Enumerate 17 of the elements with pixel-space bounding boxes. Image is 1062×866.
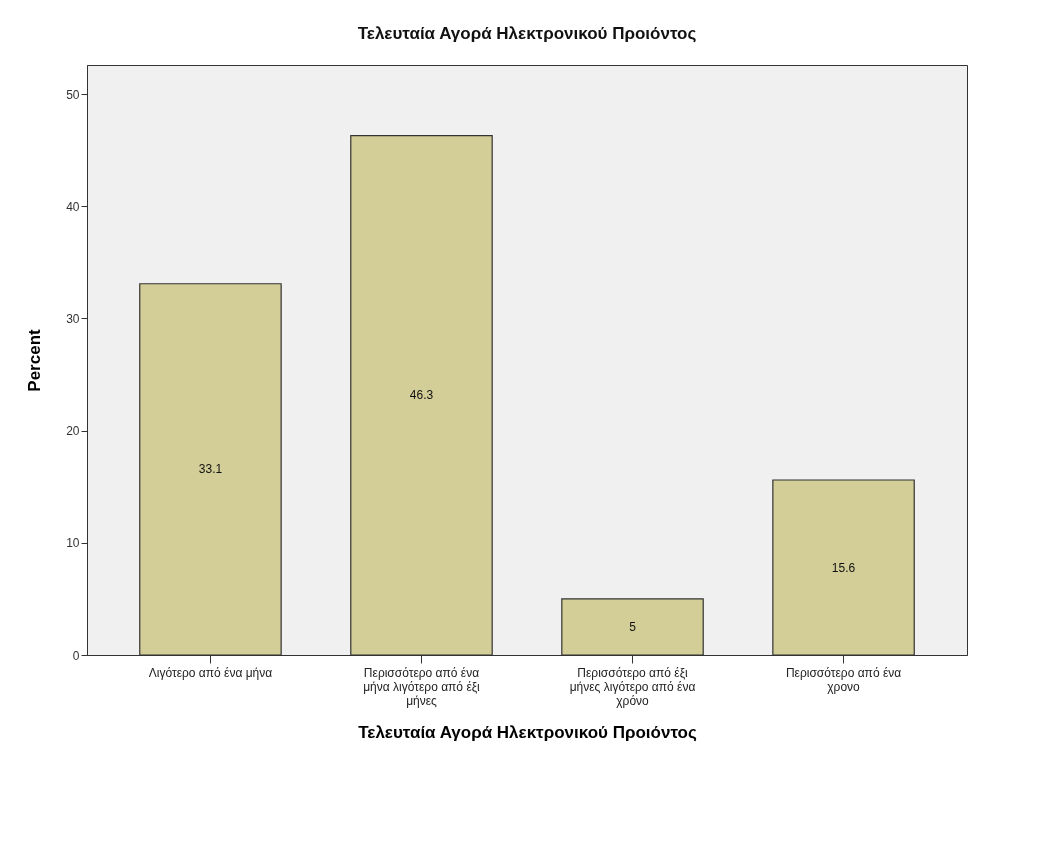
y-tick-label: 30: [66, 312, 80, 326]
data-label: 5: [629, 619, 637, 634]
y-tick-label: 40: [66, 199, 80, 214]
x-tick-label: Περισσότερο από ένα μήνα λιγότερο από έξι μήνες: [363, 665, 481, 708]
x-tick-label: Περισσότερο από έξι μήνες λιγότερο από ένα χρόνο: [569, 665, 696, 708]
x-tick-label: Περισσότερο από ένα χρονο: [785, 665, 902, 694]
y-tick-label: 10: [66, 536, 80, 551]
data-label: 15.6: [831, 560, 856, 575]
data-label: 46.3: [409, 388, 434, 403]
y-tick-label: 0: [72, 648, 80, 663]
y-axis-title: Percent: [25, 328, 45, 392]
y-tick-label: 50: [66, 87, 80, 102]
y-tick-label: 20: [66, 424, 80, 439]
chart-title: Τελευταία Αγορά Ηλεκτρονικού Προιόντος: [357, 24, 697, 43]
data-label: 33.1: [198, 462, 223, 477]
x-tick-label: Λιγότερο από ένα μήνα: [148, 665, 273, 680]
x-axis-title: Τελευταία Αγορά Ηλεκτρονικού Προιόντος: [358, 722, 697, 742]
